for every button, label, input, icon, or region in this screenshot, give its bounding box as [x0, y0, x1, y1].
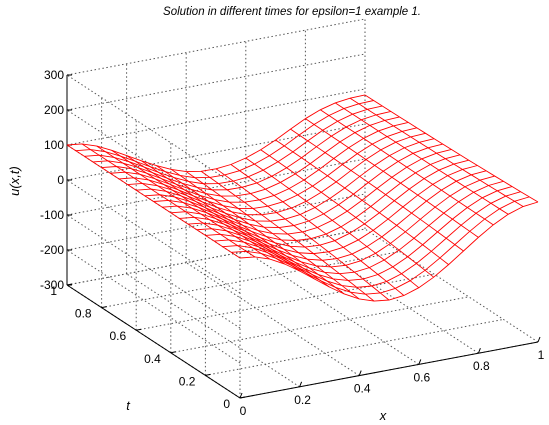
y-tick-mark — [205, 373, 211, 376]
mesh-line-x — [245, 157, 420, 289]
grid-line — [305, 239, 479, 354]
mesh-line-t — [110, 121, 409, 203]
z-tick-label: 100 — [44, 138, 64, 152]
grid-line — [185, 262, 360, 377]
x-axis-line — [239, 341, 539, 399]
mesh-line-x — [334, 102, 509, 215]
mesh-line-t — [118, 127, 418, 209]
grid-line — [245, 250, 420, 365]
grid-line — [66, 88, 366, 146]
grid-line — [66, 193, 366, 251]
z-tick-label: -300 — [40, 278, 64, 292]
mesh-line-x — [141, 160, 315, 280]
grid-line — [66, 109, 241, 224]
grid-line — [126, 273, 300, 388]
mesh-line-x — [230, 164, 405, 296]
grid-line — [101, 251, 400, 309]
mesh-line-x — [290, 128, 464, 252]
x-axis-label: x — [379, 408, 387, 423]
x-tick-label: 1 — [538, 348, 545, 362]
mesh-line-x — [96, 145, 271, 260]
grid-lines — [66, 18, 539, 399]
mesh-line-x — [171, 169, 345, 295]
x-tick-mark — [477, 348, 481, 354]
x-tick-label: 0.2 — [294, 393, 311, 407]
x-tick-mark — [299, 381, 303, 387]
z-tick-label: -200 — [40, 243, 64, 257]
y-tick-mark — [66, 283, 73, 286]
mesh-line-x — [200, 170, 375, 302]
x-tick-mark — [418, 359, 422, 365]
grid-line — [66, 123, 366, 181]
grid-line — [66, 18, 366, 76]
surface-mesh — [66, 94, 539, 302]
z-tick-label: 0 — [57, 173, 64, 187]
y-tick-mark — [170, 351, 176, 354]
axes — [66, 74, 541, 399]
y-tick-mark — [136, 328, 142, 331]
mesh-line-x — [349, 97, 524, 207]
y-tick-label: 1 — [50, 284, 57, 298]
grid-line — [66, 74, 241, 189]
y-tick-mark — [239, 396, 246, 399]
mesh-line-x — [156, 165, 330, 288]
mesh-line-x — [66, 144, 241, 259]
x-tick-label: 0.6 — [413, 370, 430, 384]
mesh-line-x — [111, 149, 285, 265]
mesh-line-x — [126, 155, 300, 272]
grid-line — [364, 228, 539, 343]
x-tick-mark — [537, 336, 541, 343]
z-tick-label: 200 — [44, 103, 64, 117]
mesh-line-x — [320, 109, 494, 226]
z-tick-label: -100 — [40, 208, 64, 222]
x-tick-mark — [239, 392, 243, 399]
mesh-line-x — [215, 168, 390, 301]
y-tick-label: 0.2 — [179, 374, 196, 388]
x-tick-mark — [358, 370, 362, 376]
mesh-line-t — [239, 201, 539, 302]
x-tick-label: 0 — [240, 404, 247, 418]
y-axis-line — [66, 284, 241, 399]
mesh-line-x — [275, 139, 449, 265]
mesh-line-x — [364, 94, 539, 203]
tick-labels: 300 200 100 0 -100 -200 -300 0 0.2 0.4 0.6 0.8 1 0 0.2… — [40, 68, 545, 418]
mesh-line-x — [260, 149, 434, 278]
grid-line — [136, 273, 435, 331]
grid-line — [66, 249, 241, 364]
mesh-line-x — [305, 118, 479, 238]
mesh-line-t — [66, 94, 366, 173]
z-axis-label: u(x,t) — [7, 166, 22, 196]
chart-title: Solution in different times for epsilon=… — [163, 6, 421, 18]
grid-line — [170, 296, 469, 354]
x-tick-label: 0.4 — [354, 382, 371, 396]
y-tick-label: 0.4 — [144, 352, 161, 366]
y-tick-mark — [101, 306, 107, 309]
y-axis-label: t — [126, 398, 131, 413]
y-tick-label: 0.8 — [75, 307, 92, 321]
grid-line — [66, 53, 366, 111]
grid-line — [66, 179, 241, 294]
grid-line — [66, 228, 366, 286]
mesh-line-x — [81, 143, 256, 258]
y-tick-label: 0.6 — [110, 329, 127, 343]
grid-line — [66, 214, 241, 329]
mesh-line-x — [185, 171, 360, 300]
grid-line — [66, 158, 366, 216]
grid-line — [205, 318, 504, 376]
y-tick-label: 0 — [223, 397, 230, 411]
z-tick-label: 300 — [44, 68, 64, 82]
x-tick-label: 0.8 — [473, 359, 490, 373]
